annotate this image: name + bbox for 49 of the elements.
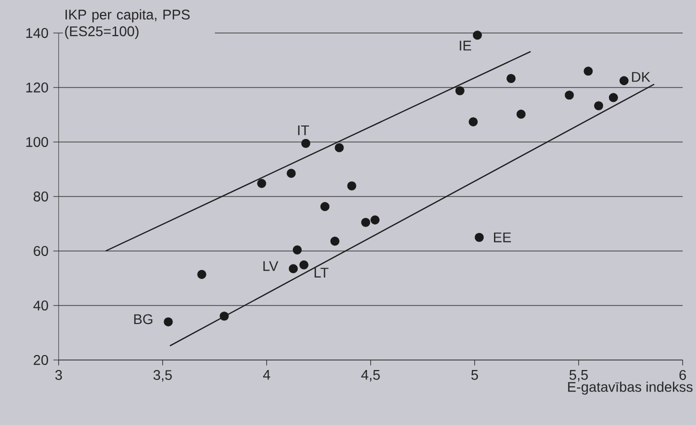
y-tick-label: 140 xyxy=(26,28,48,38)
point xyxy=(288,264,298,274)
point xyxy=(347,181,356,190)
point xyxy=(292,245,302,254)
point xyxy=(594,101,604,110)
y-tick-label: 60 xyxy=(34,246,48,256)
point xyxy=(257,178,266,188)
point xyxy=(608,93,618,102)
point xyxy=(334,143,344,152)
point xyxy=(506,74,516,84)
point xyxy=(619,76,629,86)
annotation: IE xyxy=(460,40,472,50)
x-tick-label: 5,5 xyxy=(570,370,588,382)
point xyxy=(301,138,310,148)
point xyxy=(564,90,574,100)
annotation: DK xyxy=(632,72,650,82)
point xyxy=(164,317,173,326)
y-axis-title: IKP per capita, PPS (ES25=100) xyxy=(65,9,190,39)
y-tick-label: 100 xyxy=(26,137,48,147)
annotation: LT xyxy=(314,268,328,278)
point xyxy=(220,312,229,321)
point xyxy=(197,270,206,279)
point xyxy=(299,260,308,270)
x-axis-title: E-gatavības indekss xyxy=(568,382,693,395)
point xyxy=(455,86,464,96)
point xyxy=(361,218,370,227)
y-tick-label: 40 xyxy=(33,300,48,310)
x-tick-label: 4,5 xyxy=(361,370,380,382)
x-tick-label: 3 xyxy=(55,370,62,380)
point xyxy=(286,168,296,178)
annotation: LV xyxy=(263,261,278,271)
annotation: EE xyxy=(494,232,511,242)
annotation: IT xyxy=(298,125,309,136)
x-tick-label: 5 xyxy=(471,370,478,380)
point xyxy=(474,232,484,242)
point xyxy=(584,66,593,76)
y-tick-label: 20 xyxy=(34,355,48,365)
point xyxy=(330,236,340,246)
point xyxy=(468,117,478,126)
x-tick-label: 3,5 xyxy=(153,370,172,382)
point xyxy=(320,202,330,212)
point xyxy=(370,215,380,224)
x-tick-label: 4 xyxy=(263,370,270,380)
y-tick-label: 80 xyxy=(34,192,48,202)
point xyxy=(472,30,482,40)
annotation: BG xyxy=(134,314,152,324)
x-tick-label: 6 xyxy=(679,370,686,380)
y-tick-label: 120 xyxy=(26,82,48,92)
point xyxy=(516,110,526,119)
